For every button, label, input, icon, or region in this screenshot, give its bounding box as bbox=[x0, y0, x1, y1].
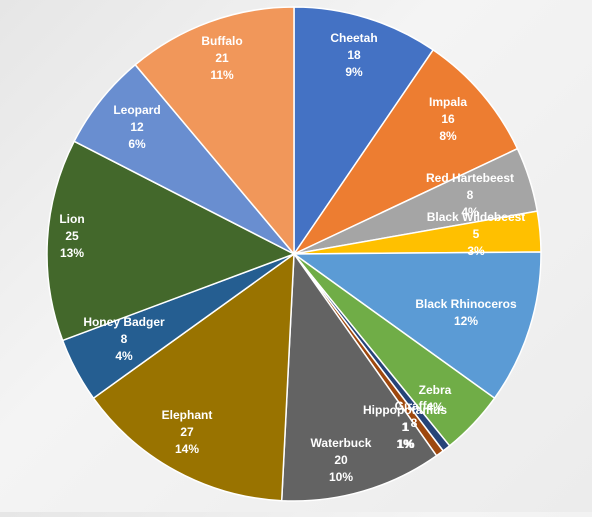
label-percent: 12% bbox=[454, 314, 478, 328]
label-name: Lion bbox=[59, 212, 84, 226]
pie-slice-cheetah bbox=[293, 6, 435, 257]
label-name: Red Hartebeest bbox=[426, 171, 514, 185]
slices-layer bbox=[46, 6, 542, 502]
data-label-lion: Lion 25 13% bbox=[59, 212, 84, 260]
label-value: 18 bbox=[347, 48, 361, 62]
data-label-zebra: Zebra 4% bbox=[419, 383, 452, 414]
data-label-leopard: Leopard 12 6% bbox=[113, 103, 160, 151]
pie-slice-buffalo bbox=[134, 6, 295, 257]
label-percent: 1% bbox=[397, 437, 415, 451]
label-name: Honey Badger bbox=[83, 315, 165, 329]
data-label-red-hartebeest: Red Hartebeest 8 4% bbox=[426, 171, 514, 219]
label-name: Waterbuck bbox=[311, 436, 372, 450]
data-label-giraffe: Giraffe 8 bbox=[395, 399, 434, 430]
label-value: 21 bbox=[215, 51, 229, 65]
label-percent: 13% bbox=[60, 246, 84, 260]
data-label-cheetah: Cheetah 18 9% bbox=[330, 31, 377, 79]
label-name: Black Wildebeest bbox=[427, 210, 526, 224]
pie-slice-black-rhinoceros bbox=[291, 251, 542, 400]
data-label-elephant: Elephant 27 14% bbox=[162, 408, 213, 456]
label-percent: 4% bbox=[115, 349, 133, 363]
label-value: 20 bbox=[334, 453, 348, 467]
data-label-black-rhinoceros: Black Rhinoceros 12% bbox=[415, 297, 517, 328]
label-value: 8 bbox=[411, 416, 418, 430]
label-name: Giraffe bbox=[395, 399, 434, 413]
label-percent: 3% bbox=[467, 244, 485, 258]
label-name: Buffalo bbox=[201, 34, 242, 48]
pie-slice-elephant bbox=[92, 252, 295, 502]
label-percent: 4% bbox=[426, 400, 444, 414]
label-percent: 1% bbox=[396, 437, 414, 451]
label-percent: 9% bbox=[345, 65, 363, 79]
data-label-honey-badger: Honey Badger 8 4% bbox=[83, 315, 165, 363]
label-name: Black Rhinoceros bbox=[415, 297, 517, 311]
label-value: 8 bbox=[121, 332, 128, 346]
data-label-black-wildebeest: Black Wildebeest 5 3% bbox=[427, 210, 526, 258]
label-percent: 11% bbox=[210, 68, 234, 82]
label-percent: 10% bbox=[329, 470, 353, 484]
label-percent: 14% bbox=[175, 442, 199, 456]
label-name: Hippopotamus bbox=[363, 403, 447, 417]
pie-slice-waterbuck bbox=[280, 251, 438, 502]
data-label-unnamed-8: 11% bbox=[397, 420, 415, 451]
data-label-buffalo: Buffalo 21 11% bbox=[201, 34, 242, 82]
label-value: 1 bbox=[402, 420, 409, 434]
data-label-waterbuck: Waterbuck 20 10% bbox=[311, 436, 372, 484]
label-name: Leopard bbox=[113, 103, 160, 117]
pie-slice-impala bbox=[291, 48, 519, 256]
label-value: 5 bbox=[473, 227, 480, 241]
label-percent: 4% bbox=[461, 205, 479, 219]
label-value: 1 bbox=[403, 420, 410, 434]
data-label-impala: Impala 16 8% bbox=[429, 95, 467, 143]
label-value: 16 bbox=[441, 112, 455, 126]
label-name: Cheetah bbox=[330, 31, 377, 45]
pie-slice-lion bbox=[46, 140, 296, 342]
label-value: 8 bbox=[467, 188, 474, 202]
label-value: 25 bbox=[65, 229, 79, 243]
label-name: Elephant bbox=[162, 408, 213, 422]
label-value: 12 bbox=[130, 120, 144, 134]
label-percent: 6% bbox=[128, 137, 146, 151]
label-value: 27 bbox=[180, 425, 194, 439]
label-percent: 8% bbox=[439, 129, 457, 143]
label-name: Zebra bbox=[419, 383, 452, 397]
label-name: Impala bbox=[429, 95, 467, 109]
